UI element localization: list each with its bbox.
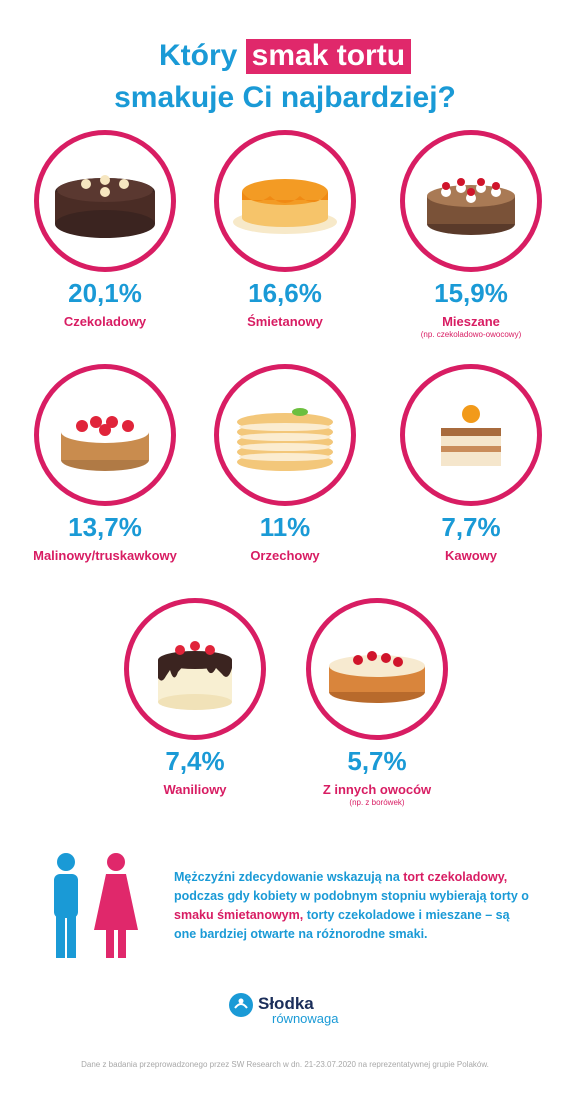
man-woman-icon [54, 853, 138, 958]
cake-ring [400, 130, 542, 272]
cake-ring [34, 364, 176, 506]
category-note: (np. czekoladowo-owocowy) [420, 330, 522, 339]
value-label: 11% [259, 512, 311, 542]
cake-card-strawberry: 13,7% Malinowy/truskawkowy [20, 364, 190, 584]
category-note: (np. z borówek) [349, 798, 405, 807]
fruit-cake-icon [329, 651, 425, 703]
vanilla-cake-icon [158, 641, 232, 710]
cake-card-coffee: 7,7% Kawowy [386, 364, 556, 584]
page-subtitle: smakuje Ci najbardziej? [114, 81, 456, 114]
msg-part: Mężczyźni zdecydowanie wskazują na [174, 870, 404, 884]
category-label: Z innych owoców [322, 782, 432, 797]
page-title: Który smak tortu [0, 36, 570, 76]
cream-cake-icon [233, 179, 337, 234]
cake-ring [400, 364, 542, 506]
title-pre: Który [158, 39, 238, 72]
man-icon [54, 853, 78, 958]
category-label: Śmietanowy [247, 314, 323, 329]
layer-cake-icon [237, 408, 333, 471]
msg-highlight: tort czekoladowy, [403, 870, 508, 884]
cake-card-chocolate: 20,1% Czekoladowy [20, 130, 190, 350]
logo-subname: równowaga [272, 1011, 339, 1026]
cake-card-other-fruit: 5,7% Z innych owoców (np. z borówek) [292, 598, 462, 818]
value-label: 20,1% [68, 278, 142, 308]
category-label: Waniliowy [163, 782, 227, 797]
value-label: 5,7% [347, 746, 407, 776]
cake-card-cream: 16,6% Śmietanowy [200, 130, 370, 350]
cake-card-mixed: 15,9% Mieszane (np. czekoladowo-owocowy) [386, 130, 556, 350]
value-label: 7,4% [165, 746, 225, 776]
logo-name: Słodka [258, 994, 314, 1013]
msg-highlight: smaku śmietanowym, [174, 908, 304, 922]
chocolate-cake-icon [55, 175, 155, 238]
cherry-cake-icon [427, 178, 515, 235]
cake-ring [306, 598, 448, 740]
strawberry-cake-icon [61, 416, 149, 471]
value-label: 13,7% [68, 512, 142, 542]
tiramisu-icon [441, 405, 501, 466]
cake-ring [34, 130, 176, 272]
cake-ring [214, 364, 356, 506]
value-label: 16,6% [248, 278, 322, 308]
cake-card-nut: 11% Orzechowy [200, 364, 370, 584]
cake-ring [214, 130, 356, 272]
category-label: Malinowy/truskawkowy [33, 548, 177, 563]
brand-logo-icon [229, 993, 253, 1017]
woman-icon [94, 853, 138, 958]
msg-part: torty czekoladowe i mieszane – są one ba… [174, 908, 510, 941]
category-label: Czekoladowy [63, 314, 147, 329]
value-label: 7,7% [441, 512, 501, 542]
category-label: Orzechowy [250, 548, 320, 563]
value-label: 15,9% [434, 278, 508, 308]
cake-ring [124, 598, 266, 740]
title-highlight: smak tortu [245, 39, 412, 74]
cake-card-vanilla: 7,4% Waniliowy [110, 598, 280, 818]
survey-insight-text: Mężczyźni zdecydowanie wskazują na tort … [174, 868, 534, 944]
category-label: Mieszane [442, 314, 500, 329]
footer-source: Dane z badania przeprowadzonego przez SW… [81, 1060, 489, 1069]
msg-part: podczas gdy kobiety w podobnym stopniu w… [174, 889, 529, 903]
category-label: Kawowy [444, 548, 497, 563]
